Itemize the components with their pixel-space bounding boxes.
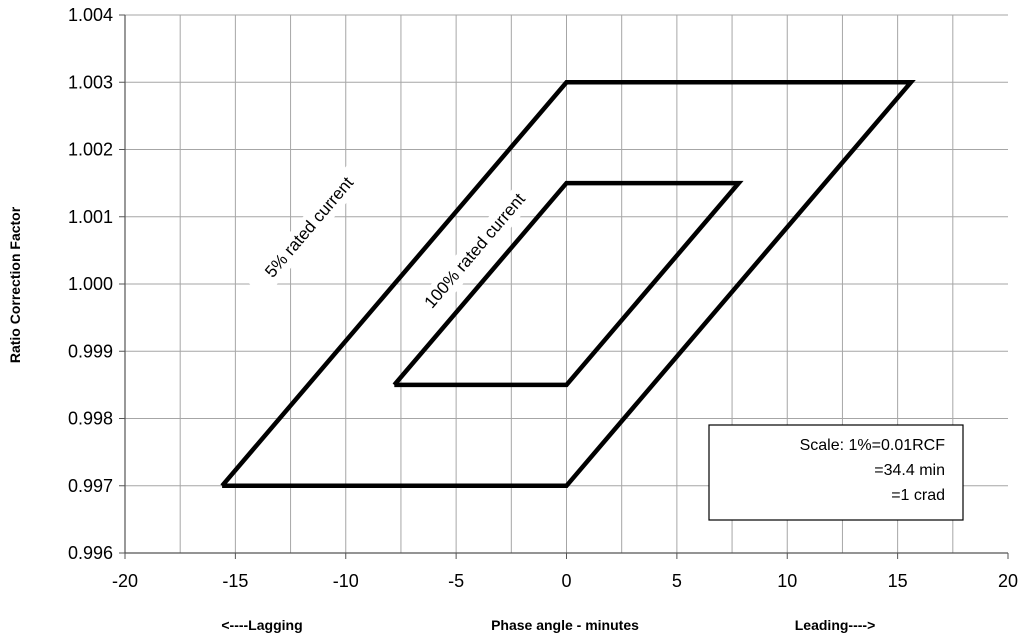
series-layer xyxy=(220,80,916,489)
y-tick-label: 1.003 xyxy=(68,72,113,92)
series-5pct-rated-current-line xyxy=(220,80,916,489)
y-tick-label: 1.002 xyxy=(68,140,113,160)
y-tick-label: 0.997 xyxy=(68,476,113,496)
annotation-5pct-group: 5% rated current xyxy=(247,157,372,298)
scale-line-1: Scale: 1%=0.01RCF xyxy=(800,437,946,454)
x-tick-label: 15 xyxy=(888,571,908,591)
scale-box: Scale: 1%=0.01RCF =34.4 min =1 crad xyxy=(708,424,964,521)
annotation-layer: 5% rated current 100% rated current xyxy=(247,157,544,329)
scale-box-frame xyxy=(708,424,964,521)
series-100pct-rated-current-line xyxy=(392,180,744,388)
x-tick-label: 0 xyxy=(561,571,571,591)
y-tick-label: 0.998 xyxy=(68,409,113,429)
x-tick-label: -5 xyxy=(448,571,464,591)
x-tick-label: 10 xyxy=(777,571,797,591)
x-tick-label: -10 xyxy=(333,571,359,591)
y-tick-label: 1.000 xyxy=(68,274,113,294)
annotation-background xyxy=(406,173,544,329)
axes xyxy=(119,14,1009,559)
x-tick-label: -20 xyxy=(112,571,138,591)
scale-line-2: =34.4 min xyxy=(874,462,945,479)
tick-labels: 0.996 0.997 0.998 0.999 1.000 1.001 1.002 1.003… xyxy=(68,5,1018,591)
x-tick-label: 5 xyxy=(672,571,682,591)
x-tick-label: -15 xyxy=(222,571,248,591)
y-tick-label: 1.001 xyxy=(68,207,113,227)
y-tick-label: 0.999 xyxy=(68,341,113,361)
scale-line-3: =1 crad xyxy=(891,487,945,504)
x-tick-label: 20 xyxy=(998,571,1018,591)
y-tick-label: 0.996 xyxy=(68,543,113,563)
y-tick-label: 1.004 xyxy=(68,5,113,25)
x-axis-left-label: <----Lagging xyxy=(221,617,302,633)
annotation-5pct-rated-current: 5% rated current xyxy=(261,173,357,281)
annotation-background xyxy=(247,157,372,298)
y-axis-title: Ratio Correction Factor xyxy=(7,206,23,363)
x-axis-title: Phase angle - minutes xyxy=(491,617,639,633)
x-axis-right-label: Leading----> xyxy=(795,617,876,633)
annotation-100pct-group: 100% rated current xyxy=(406,173,544,329)
